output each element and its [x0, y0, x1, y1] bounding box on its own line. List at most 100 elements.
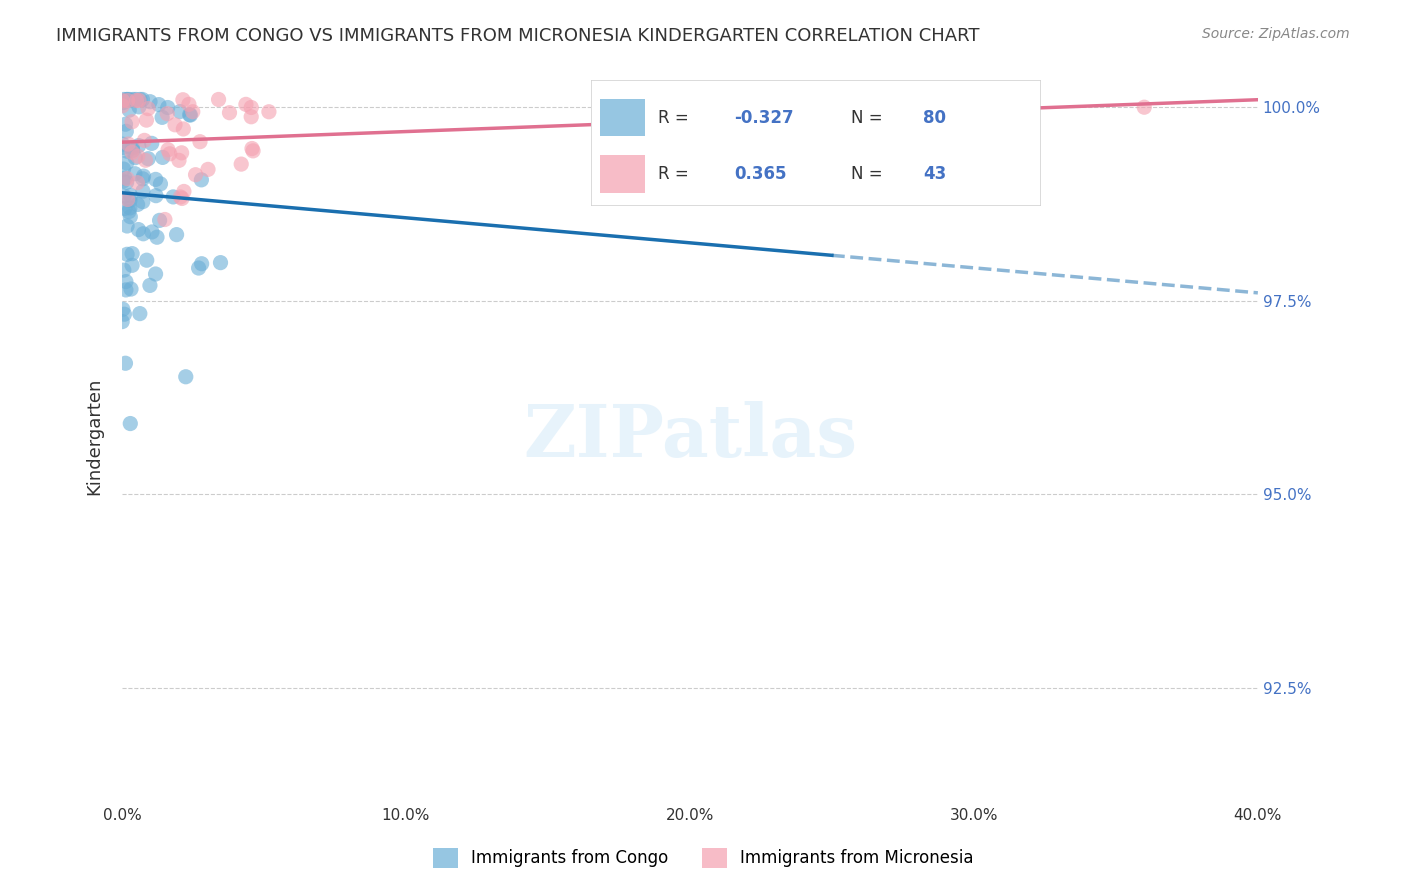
- Text: 43: 43: [924, 165, 946, 183]
- Point: [209, 255, 232, 269]
- Point: [121, 145, 143, 160]
- Point: [134, 133, 156, 147]
- Point: [163, 118, 186, 132]
- Point: [111, 99, 134, 113]
- Point: [112, 140, 135, 154]
- Point: [128, 138, 150, 153]
- Point: [218, 105, 240, 120]
- Point: [115, 93, 138, 107]
- Point: [117, 94, 139, 108]
- Point: [112, 307, 135, 321]
- Point: [132, 184, 155, 198]
- Point: [181, 104, 204, 119]
- Point: [197, 162, 219, 177]
- Point: [128, 100, 150, 114]
- Point: [118, 93, 141, 107]
- Point: [141, 136, 163, 151]
- FancyBboxPatch shape: [599, 155, 644, 193]
- Point: [152, 150, 174, 164]
- Point: [112, 189, 135, 203]
- Point: [179, 108, 201, 122]
- Point: [231, 157, 253, 171]
- Point: [122, 93, 145, 107]
- Point: [149, 177, 172, 191]
- Point: [127, 149, 149, 163]
- Point: [187, 260, 209, 275]
- Point: [170, 145, 193, 160]
- Point: [169, 190, 191, 204]
- Point: [112, 263, 135, 277]
- Point: [114, 202, 136, 216]
- Point: [112, 93, 135, 107]
- Point: [132, 171, 155, 186]
- Point: [184, 168, 207, 182]
- Point: [240, 100, 263, 114]
- Point: [120, 417, 142, 431]
- Point: [125, 93, 148, 107]
- Point: [111, 302, 134, 317]
- Point: [135, 153, 157, 168]
- Point: [115, 275, 138, 289]
- Point: [159, 146, 181, 161]
- Point: [136, 152, 159, 166]
- Point: [127, 222, 149, 236]
- Point: [156, 106, 179, 120]
- Point: [177, 97, 200, 112]
- Point: [118, 201, 141, 215]
- Point: [115, 145, 138, 159]
- Text: IMMIGRANTS FROM CONGO VS IMMIGRANTS FROM MICRONESIA KINDERGARTEN CORRELATION CHA: IMMIGRANTS FROM CONGO VS IMMIGRANTS FROM…: [56, 27, 980, 45]
- Point: [118, 103, 141, 117]
- Point: [114, 117, 136, 131]
- Point: [141, 225, 163, 239]
- Point: [117, 137, 139, 152]
- FancyBboxPatch shape: [599, 99, 644, 136]
- Point: [150, 111, 173, 125]
- Point: [120, 210, 142, 224]
- Point: [207, 93, 229, 107]
- Point: [114, 171, 136, 186]
- Point: [135, 113, 157, 128]
- Point: [117, 193, 139, 207]
- Point: [115, 124, 138, 138]
- Point: [145, 188, 167, 202]
- Point: [127, 197, 149, 211]
- Point: [153, 212, 176, 227]
- Point: [121, 258, 143, 272]
- Point: [172, 122, 194, 136]
- Point: [132, 169, 155, 183]
- Point: [121, 246, 143, 260]
- Point: [136, 102, 159, 116]
- Point: [117, 93, 139, 107]
- Point: [115, 283, 138, 297]
- Point: [115, 156, 138, 170]
- Point: [128, 94, 150, 108]
- Point: [128, 307, 150, 321]
- Point: [121, 141, 143, 155]
- Y-axis label: Kindergarten: Kindergarten: [86, 377, 103, 495]
- Point: [127, 176, 149, 190]
- Point: [156, 101, 179, 115]
- Point: [118, 194, 141, 208]
- Point: [139, 95, 162, 109]
- Text: 80: 80: [924, 109, 946, 127]
- Point: [121, 114, 143, 128]
- Text: N =: N =: [852, 165, 889, 183]
- Point: [167, 153, 190, 168]
- Point: [190, 173, 212, 187]
- Point: [112, 174, 135, 188]
- Text: Source: ZipAtlas.com: Source: ZipAtlas.com: [1202, 27, 1350, 41]
- Point: [148, 97, 170, 112]
- Text: R =: R =: [658, 109, 695, 127]
- Point: [132, 194, 155, 209]
- Point: [145, 172, 167, 186]
- Point: [174, 369, 197, 384]
- Point: [111, 315, 134, 329]
- Point: [172, 93, 194, 107]
- Point: [139, 278, 162, 293]
- Point: [146, 230, 169, 244]
- Point: [114, 356, 136, 370]
- Point: [170, 191, 193, 205]
- Point: [112, 95, 135, 110]
- Point: [145, 267, 167, 281]
- Legend: Immigrants from Congo, Immigrants from Micronesia: Immigrants from Congo, Immigrants from M…: [426, 841, 980, 875]
